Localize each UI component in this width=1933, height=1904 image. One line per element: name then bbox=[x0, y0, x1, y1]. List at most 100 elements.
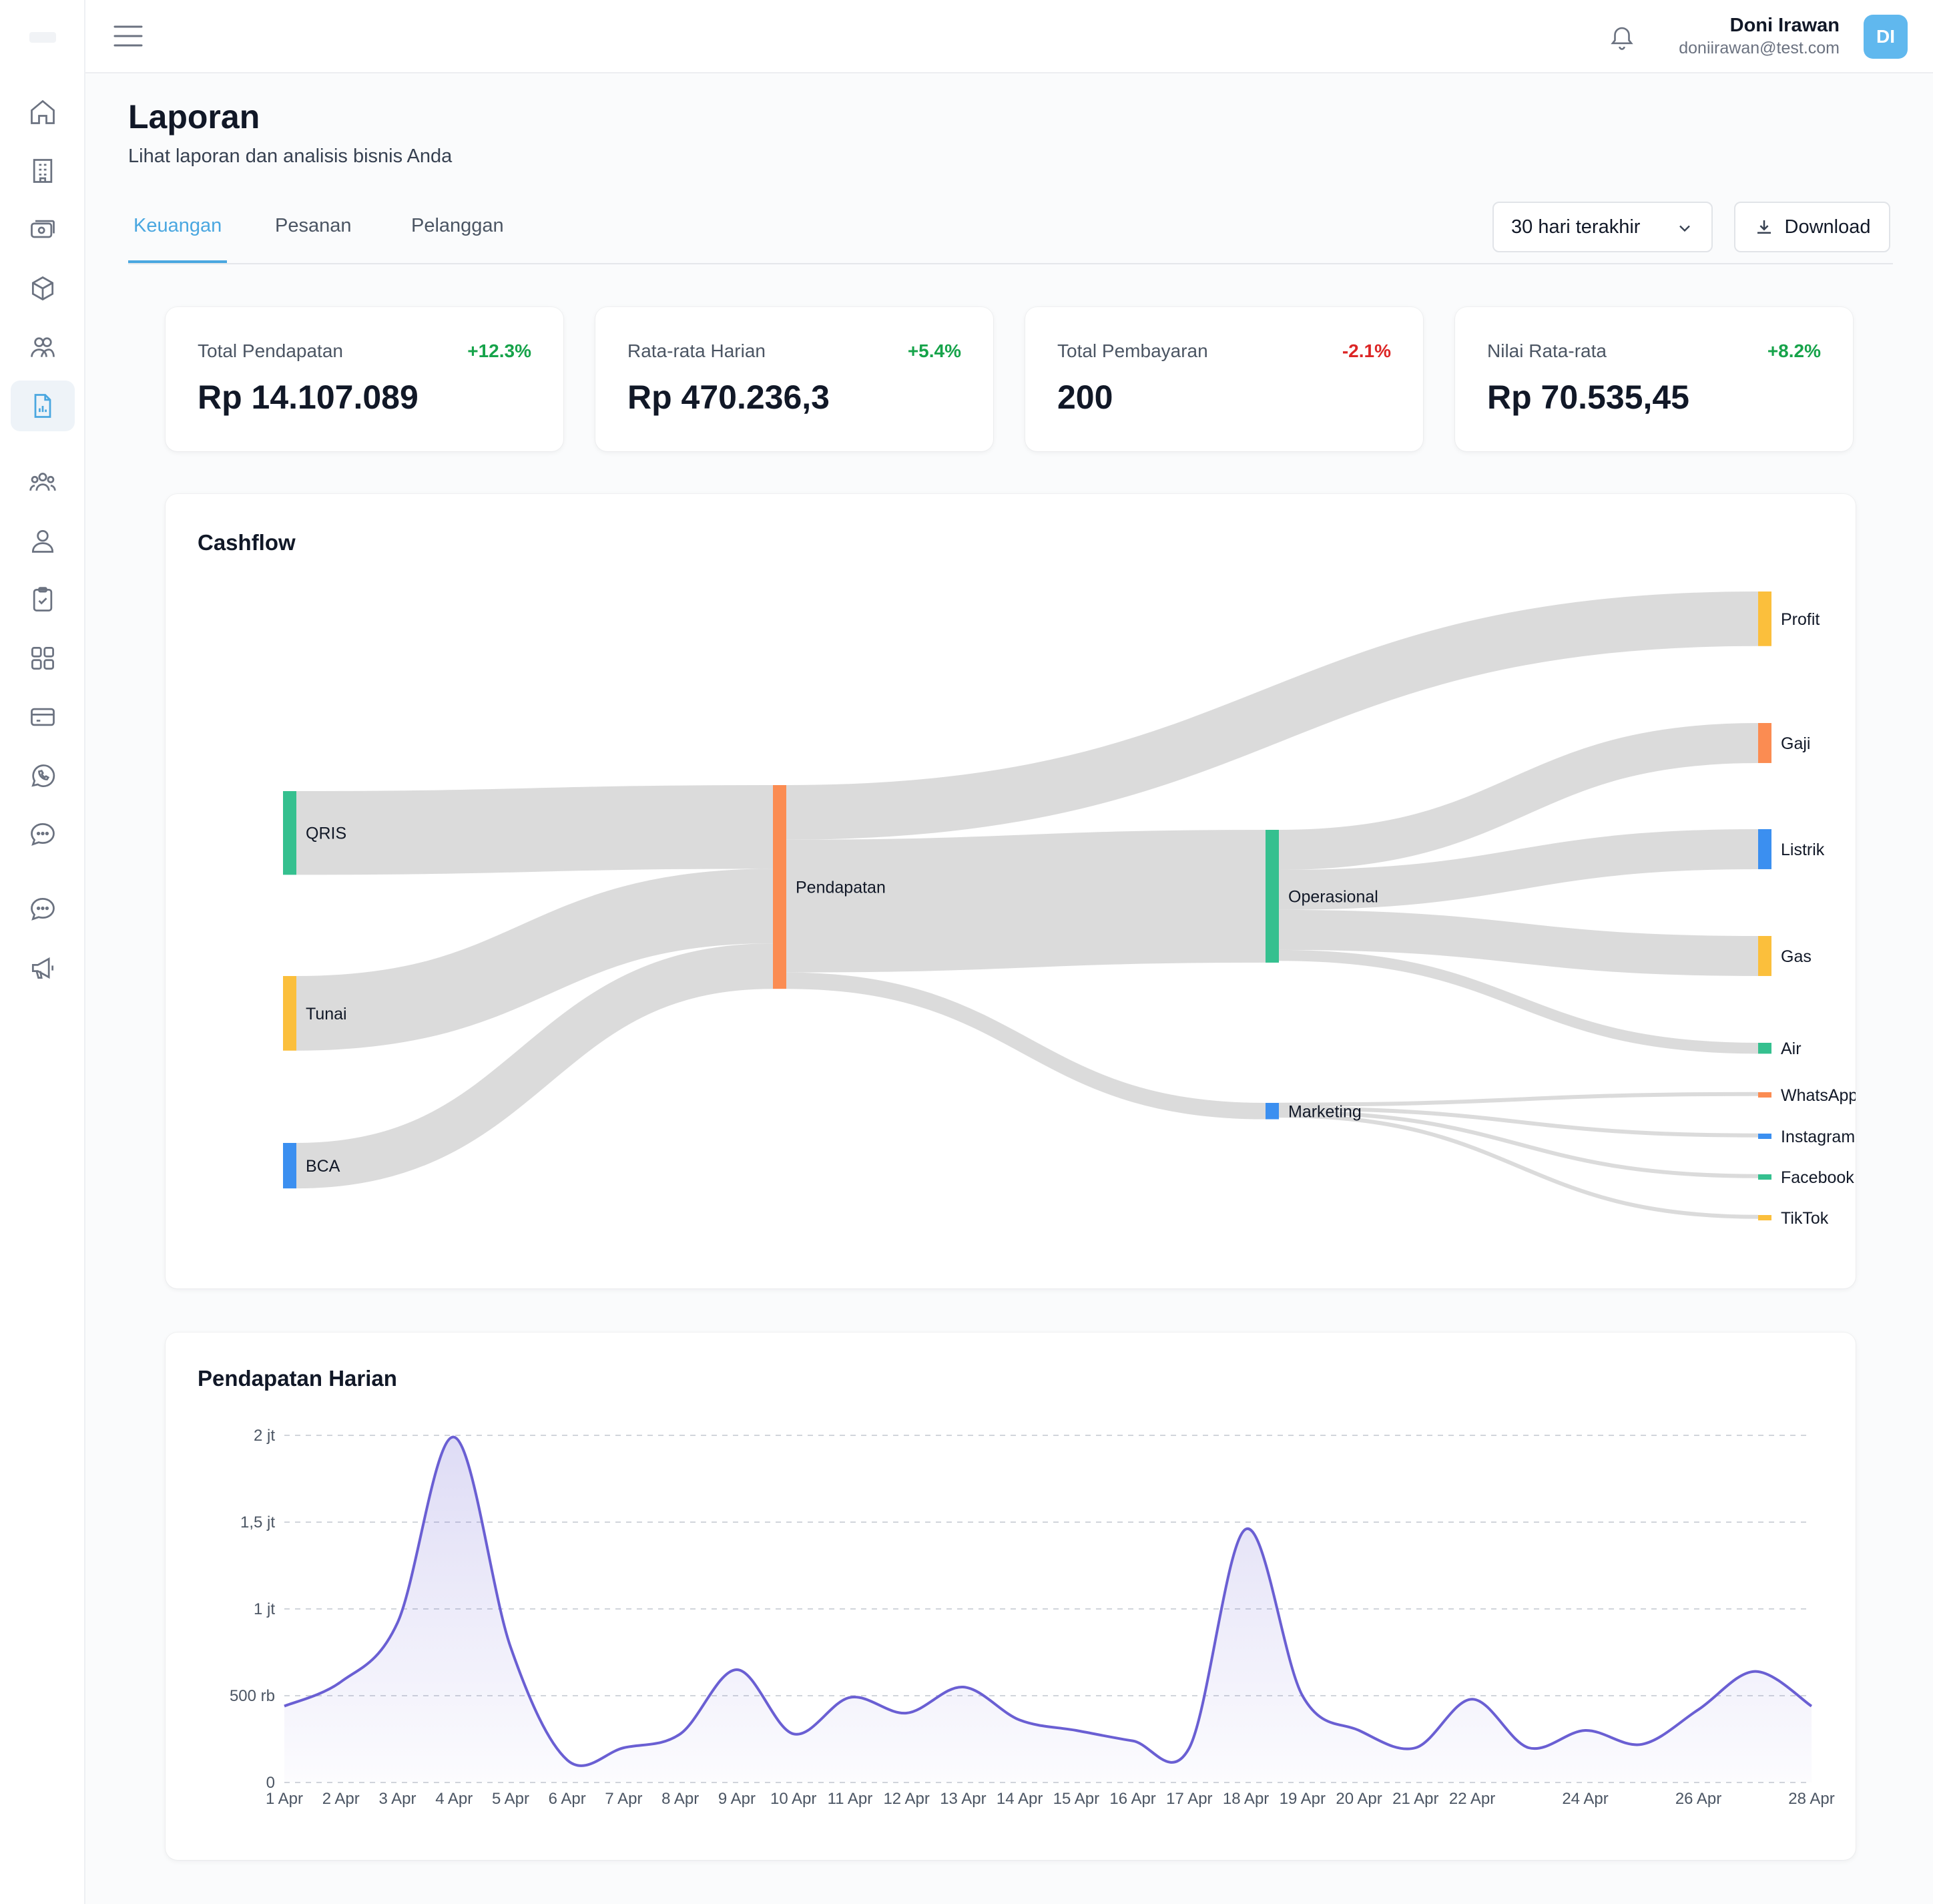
sankey-node-label: BCA bbox=[306, 1157, 340, 1176]
stat-label: Total Pendapatan bbox=[198, 340, 343, 361]
cashflow-sankey: QRIS Tunai BCA Pendapatan Operasional Marketi… bbox=[283, 591, 1856, 1228]
sankey-node-marketing bbox=[1266, 1103, 1279, 1120]
x-tick-label: 22 Apr bbox=[1449, 1790, 1495, 1808]
revenue-point[interactable] bbox=[565, 1757, 570, 1762]
revenue-point[interactable] bbox=[1752, 1669, 1757, 1674]
sidebar-item-comments[interactable] bbox=[11, 884, 75, 935]
revenue-point[interactable] bbox=[734, 1667, 740, 1672]
sankey-node-tunai bbox=[283, 976, 296, 1051]
sidebar-item-building[interactable] bbox=[11, 146, 75, 196]
sankey-link-marketing-tiktok bbox=[1278, 1114, 1759, 1219]
revenue-point[interactable] bbox=[1696, 1707, 1701, 1712]
tab-pesanan[interactable]: Pesanan bbox=[270, 215, 357, 263]
cash-icon bbox=[31, 220, 55, 238]
sankey-link-operasional-gas bbox=[1278, 909, 1759, 976]
y-tick-label: 1 jt bbox=[254, 1600, 275, 1618]
user-name: Doni Irawan bbox=[1729, 15, 1840, 36]
revenue-point[interactable] bbox=[904, 1710, 909, 1716]
sidebar-item-payments[interactable] bbox=[11, 692, 75, 742]
tab-keuangan[interactable]: Keuangan bbox=[128, 215, 228, 263]
x-tick-label: 13 Apr bbox=[940, 1790, 986, 1808]
sidebar-item-profile[interactable] bbox=[11, 515, 75, 566]
sankey-node-label: Marketing bbox=[1288, 1102, 1362, 1121]
sidebar-item-cash[interactable] bbox=[11, 204, 75, 255]
sidebar-item-campaigns[interactable] bbox=[11, 943, 75, 993]
sankey-node-label: Profit bbox=[1781, 610, 1820, 629]
sidebar-item-team[interactable] bbox=[11, 457, 75, 507]
sidebar-item-apps[interactable] bbox=[11, 633, 75, 684]
revenue-point[interactable] bbox=[1809, 1704, 1814, 1709]
revenue-point[interactable] bbox=[394, 1620, 400, 1626]
sankey-node-label: Tunai bbox=[306, 1005, 347, 1023]
bell-icon bbox=[1611, 27, 1633, 50]
tab-pelanggan[interactable]: Pelanggan bbox=[406, 215, 509, 263]
x-tick-labels: 1 Apr 2 Apr 3 Apr 4 Apr 5 Apr 6 Apr 7 Apr 8 Apr… bbox=[266, 1790, 1835, 1808]
x-tick-label: 2 Apr bbox=[322, 1790, 360, 1808]
revenue-point[interactable] bbox=[847, 1695, 852, 1700]
revenue-point[interactable] bbox=[451, 1435, 457, 1440]
sidebar-item-tasks[interactable] bbox=[11, 574, 75, 625]
x-tick-label: 19 Apr bbox=[1280, 1790, 1326, 1808]
revenue-point[interactable] bbox=[1073, 1728, 1079, 1733]
revenue-point[interactable] bbox=[677, 1731, 683, 1736]
revenue-point[interactable] bbox=[1356, 1728, 1362, 1733]
revenue-point[interactable] bbox=[1470, 1696, 1475, 1702]
sidebar-item-home[interactable] bbox=[11, 87, 75, 138]
sankey-node-label: Pendapatan bbox=[796, 879, 886, 897]
avatar[interactable]: DI bbox=[1864, 15, 1908, 59]
revenue-point[interactable] bbox=[338, 1679, 344, 1684]
home-icon bbox=[31, 99, 55, 124]
sidebar-item-users[interactable] bbox=[11, 322, 75, 373]
sidebar-item-chat[interactable] bbox=[11, 809, 75, 860]
stat-card-total-pendapatan: Total Pendapatan +12.3% Rp 14.107.089 bbox=[166, 307, 563, 451]
revenue-point[interactable] bbox=[282, 1704, 287, 1709]
cashflow-card: Cashflow QRIS Tunai BCA Pendapatan Operasion… bbox=[166, 494, 1856, 1288]
sidebar-item-reports[interactable] bbox=[11, 381, 75, 431]
revenue-point[interactable] bbox=[1130, 1738, 1135, 1744]
sankey-node-profit bbox=[1758, 591, 1771, 646]
sankey-link-operasional-listrik bbox=[1278, 829, 1759, 910]
stat-label: Rata-rata Harian bbox=[627, 340, 766, 361]
revenue-point[interactable] bbox=[621, 1745, 626, 1750]
sankey-link-bca-pendapatan bbox=[296, 943, 774, 1189]
menu-button[interactable] bbox=[112, 20, 144, 52]
menu-icon bbox=[113, 25, 143, 47]
sankey-node-bca bbox=[283, 1143, 296, 1189]
sankey-links bbox=[296, 591, 1759, 1219]
report-icon bbox=[34, 394, 51, 418]
revenue-point[interactable] bbox=[791, 1731, 796, 1736]
clipboard-icon bbox=[33, 587, 53, 612]
x-tick-label: 26 Apr bbox=[1675, 1790, 1721, 1808]
x-tick-label: 7 Apr bbox=[605, 1790, 642, 1808]
x-tick-label: 6 Apr bbox=[549, 1790, 586, 1808]
revenue-point[interactable] bbox=[1244, 1526, 1249, 1531]
stat-value: Rp 70.535,45 bbox=[1487, 379, 1689, 416]
sankey-node-label: QRIS bbox=[306, 824, 346, 843]
revenue-point[interactable] bbox=[1526, 1745, 1531, 1750]
page-title: Laporan bbox=[128, 98, 260, 136]
x-tick-label: 14 Apr bbox=[997, 1790, 1043, 1808]
date-range-select[interactable]: 30 hari terakhir bbox=[1492, 202, 1713, 252]
sankey-link-pendapatan-operasional bbox=[786, 830, 1266, 973]
revenue-point[interactable] bbox=[1300, 1693, 1305, 1698]
sidebar-item-whatsapp[interactable] bbox=[11, 750, 75, 801]
revenue-point[interactable] bbox=[508, 1644, 513, 1650]
stat-label: Total Pembayaran bbox=[1057, 340, 1208, 361]
revenue-point[interactable] bbox=[1583, 1728, 1588, 1733]
download-button[interactable]: Download bbox=[1734, 202, 1890, 252]
sankey-node-listrik bbox=[1758, 829, 1771, 869]
sidebar-item-products[interactable] bbox=[11, 263, 75, 314]
y-tick-label: 1,5 jt bbox=[240, 1513, 275, 1531]
sankey-node-label: TikTok bbox=[1781, 1209, 1829, 1228]
revenue-point[interactable] bbox=[1017, 1717, 1023, 1722]
revenue-point[interactable] bbox=[960, 1684, 966, 1690]
notification-button[interactable] bbox=[1603, 19, 1641, 56]
sankey-node-gas bbox=[1758, 936, 1771, 976]
revenue-point[interactable] bbox=[1413, 1745, 1418, 1750]
building-icon bbox=[33, 159, 53, 183]
sankey-node-label: Gaji bbox=[1781, 734, 1810, 753]
revenue-point[interactable] bbox=[1639, 1742, 1645, 1747]
x-tick-label: 15 Apr bbox=[1053, 1790, 1099, 1808]
revenue-point[interactable] bbox=[1187, 1745, 1192, 1750]
date-range-value: 30 hari terakhir bbox=[1511, 216, 1641, 238]
